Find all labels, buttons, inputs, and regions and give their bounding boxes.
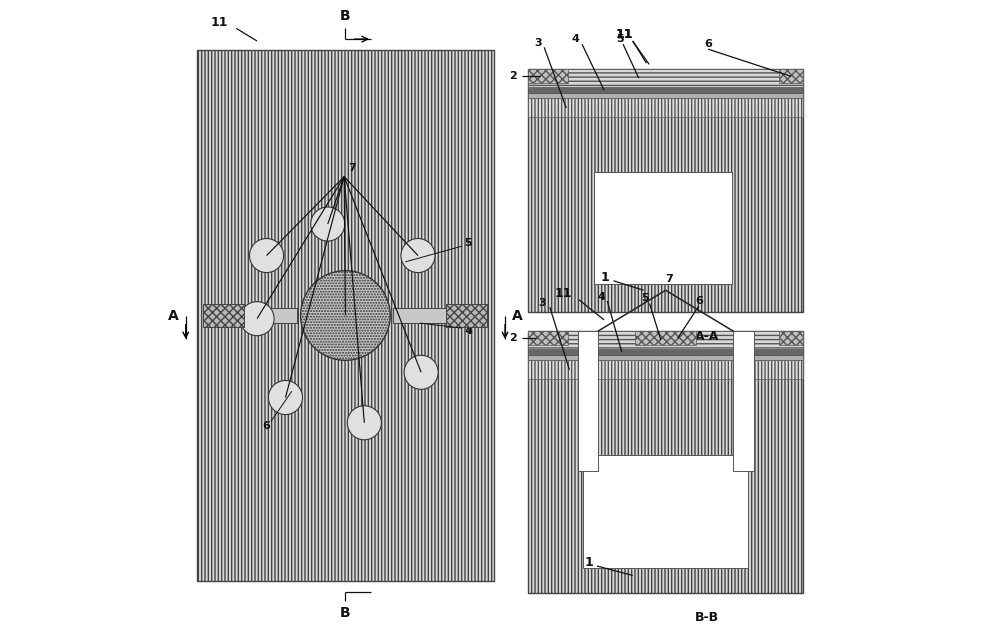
Bar <box>594 172 732 284</box>
Ellipse shape <box>249 239 284 273</box>
Bar <box>528 69 803 312</box>
Ellipse shape <box>311 207 345 241</box>
Text: 6: 6 <box>704 39 712 49</box>
Bar <box>528 69 803 87</box>
Text: 5: 5 <box>465 238 472 248</box>
Text: 2: 2 <box>509 333 516 343</box>
Bar <box>528 331 803 349</box>
Text: 6: 6 <box>263 421 270 431</box>
Text: 4: 4 <box>465 326 472 336</box>
Ellipse shape <box>347 406 381 440</box>
Bar <box>244 308 297 323</box>
Bar <box>528 69 568 83</box>
Bar <box>528 331 568 345</box>
Text: 3: 3 <box>534 38 542 48</box>
Bar <box>528 87 803 93</box>
Text: B-B: B-B <box>695 611 719 623</box>
Bar <box>528 360 803 379</box>
Bar <box>779 69 803 83</box>
Text: 1: 1 <box>601 271 610 284</box>
Bar <box>446 304 487 327</box>
Bar <box>583 456 748 568</box>
Ellipse shape <box>240 302 274 336</box>
Bar <box>635 331 696 345</box>
Text: A: A <box>512 309 523 322</box>
Text: 3: 3 <box>538 298 546 308</box>
Ellipse shape <box>404 355 438 389</box>
Text: 5: 5 <box>616 34 624 44</box>
Bar <box>203 304 244 327</box>
Bar <box>528 331 803 593</box>
Text: 11: 11 <box>210 16 228 28</box>
Text: 11: 11 <box>616 28 633 41</box>
Text: 5: 5 <box>641 293 649 304</box>
Bar <box>393 308 446 323</box>
Text: 6: 6 <box>695 296 703 306</box>
Bar <box>528 349 803 355</box>
Bar <box>578 331 598 471</box>
Text: A: A <box>168 309 179 322</box>
Text: 1: 1 <box>584 557 593 569</box>
Ellipse shape <box>401 239 435 273</box>
Text: 4: 4 <box>597 292 605 302</box>
Text: 7: 7 <box>665 274 673 284</box>
Text: 7: 7 <box>348 163 356 174</box>
Bar <box>528 93 803 98</box>
Ellipse shape <box>268 380 302 415</box>
Text: B: B <box>340 606 351 620</box>
Bar <box>733 331 754 471</box>
Text: B: B <box>340 9 351 23</box>
Text: A-A: A-A <box>695 330 719 343</box>
Ellipse shape <box>301 271 390 360</box>
Text: 11: 11 <box>616 28 633 41</box>
Bar <box>779 331 803 345</box>
Bar <box>528 355 803 360</box>
Bar <box>528 98 803 117</box>
Bar <box>197 50 494 581</box>
Text: 2: 2 <box>509 71 516 81</box>
Text: 11: 11 <box>554 287 572 300</box>
Text: 4: 4 <box>572 34 580 44</box>
